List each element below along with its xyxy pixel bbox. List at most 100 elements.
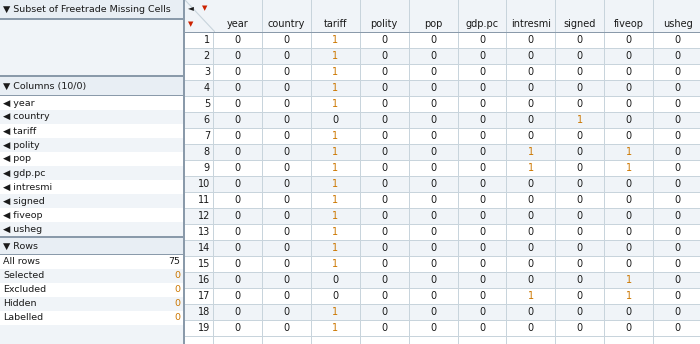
Text: ◀ usheg: ◀ usheg bbox=[3, 225, 42, 234]
Text: 0: 0 bbox=[381, 163, 387, 173]
Text: 0: 0 bbox=[577, 307, 583, 317]
Text: Hidden: Hidden bbox=[3, 300, 36, 309]
Text: 0: 0 bbox=[430, 67, 436, 77]
Text: 0: 0 bbox=[479, 259, 485, 269]
Text: usheg: usheg bbox=[663, 19, 692, 29]
Text: 0: 0 bbox=[381, 115, 387, 125]
Text: 0: 0 bbox=[284, 179, 289, 189]
Text: ▼ Rows: ▼ Rows bbox=[3, 241, 38, 250]
Text: 0: 0 bbox=[234, 51, 241, 61]
Text: 0: 0 bbox=[528, 243, 534, 253]
Text: 0: 0 bbox=[675, 99, 680, 109]
Text: 0: 0 bbox=[381, 51, 387, 61]
Text: 0: 0 bbox=[430, 195, 436, 205]
Text: 0: 0 bbox=[675, 131, 680, 141]
Text: 13: 13 bbox=[197, 227, 210, 237]
Text: 0: 0 bbox=[381, 83, 387, 93]
Text: 0: 0 bbox=[174, 271, 180, 280]
Text: 0: 0 bbox=[234, 307, 241, 317]
Text: 0: 0 bbox=[577, 227, 583, 237]
Text: 0: 0 bbox=[626, 307, 631, 317]
Text: 1: 1 bbox=[332, 179, 338, 189]
Text: 0: 0 bbox=[528, 211, 534, 221]
Text: ▼ Subset of Freetrade Missing Cells: ▼ Subset of Freetrade Missing Cells bbox=[3, 4, 171, 13]
Text: 0: 0 bbox=[528, 259, 534, 269]
Text: 0: 0 bbox=[284, 195, 289, 205]
Text: 6: 6 bbox=[204, 115, 210, 125]
Text: 0: 0 bbox=[626, 115, 631, 125]
Text: 1: 1 bbox=[577, 115, 583, 125]
Text: ◀ polity: ◀ polity bbox=[3, 140, 40, 150]
Text: 1: 1 bbox=[332, 131, 338, 141]
Text: 0: 0 bbox=[430, 243, 436, 253]
Text: 1: 1 bbox=[332, 99, 338, 109]
Text: 0: 0 bbox=[381, 67, 387, 77]
Text: 0: 0 bbox=[284, 147, 289, 157]
Text: 0: 0 bbox=[577, 147, 583, 157]
Text: 0: 0 bbox=[430, 83, 436, 93]
Text: 0: 0 bbox=[174, 286, 180, 294]
Text: 0: 0 bbox=[479, 163, 485, 173]
Text: 0: 0 bbox=[430, 163, 436, 173]
Text: 0: 0 bbox=[626, 227, 631, 237]
Text: tariff: tariff bbox=[323, 19, 347, 29]
Text: 0: 0 bbox=[479, 291, 485, 301]
Text: ◀ gdp.pc: ◀ gdp.pc bbox=[3, 169, 45, 178]
Text: 0: 0 bbox=[284, 259, 289, 269]
Text: 11: 11 bbox=[197, 195, 210, 205]
Text: 0: 0 bbox=[675, 259, 680, 269]
Text: 0: 0 bbox=[381, 131, 387, 141]
Text: 1: 1 bbox=[528, 163, 534, 173]
Text: 1: 1 bbox=[332, 163, 338, 173]
Text: 0: 0 bbox=[626, 131, 631, 141]
Text: 0: 0 bbox=[284, 99, 289, 109]
Text: 0: 0 bbox=[675, 115, 680, 125]
Text: 2: 2 bbox=[204, 51, 210, 61]
Text: 0: 0 bbox=[626, 83, 631, 93]
Text: 0: 0 bbox=[234, 179, 241, 189]
Text: 0: 0 bbox=[381, 307, 387, 317]
Text: 0: 0 bbox=[479, 227, 485, 237]
Text: 0: 0 bbox=[174, 313, 180, 323]
Text: 1: 1 bbox=[332, 51, 338, 61]
Text: 0: 0 bbox=[234, 99, 241, 109]
Text: 0: 0 bbox=[234, 83, 241, 93]
Text: 0: 0 bbox=[381, 35, 387, 45]
Text: intresmi: intresmi bbox=[511, 19, 551, 29]
Text: 0: 0 bbox=[430, 307, 436, 317]
Text: 0: 0 bbox=[479, 307, 485, 317]
Text: 0: 0 bbox=[479, 243, 485, 253]
Text: 0: 0 bbox=[430, 179, 436, 189]
Text: 1: 1 bbox=[332, 35, 338, 45]
Text: 1: 1 bbox=[332, 227, 338, 237]
Text: 0: 0 bbox=[381, 259, 387, 269]
Text: 0: 0 bbox=[528, 275, 534, 285]
Text: 1: 1 bbox=[332, 243, 338, 253]
Text: 0: 0 bbox=[675, 51, 680, 61]
Text: 0: 0 bbox=[284, 115, 289, 125]
Text: ▼: ▼ bbox=[202, 5, 207, 11]
Text: 0: 0 bbox=[479, 67, 485, 77]
Text: 0: 0 bbox=[479, 83, 485, 93]
Text: 0: 0 bbox=[234, 67, 241, 77]
Text: 0: 0 bbox=[234, 259, 241, 269]
Text: 1: 1 bbox=[332, 67, 338, 77]
Text: 0: 0 bbox=[626, 67, 631, 77]
Text: 0: 0 bbox=[332, 275, 338, 285]
Text: 0: 0 bbox=[234, 227, 241, 237]
Text: 0: 0 bbox=[528, 67, 534, 77]
Text: Labelled: Labelled bbox=[3, 313, 43, 323]
Text: 0: 0 bbox=[577, 67, 583, 77]
Text: 17: 17 bbox=[197, 291, 210, 301]
Text: 0: 0 bbox=[381, 147, 387, 157]
Text: 0: 0 bbox=[284, 67, 289, 77]
Text: ◀ fiveop: ◀ fiveop bbox=[3, 211, 43, 219]
Text: pop: pop bbox=[424, 19, 442, 29]
Text: 1: 1 bbox=[528, 147, 534, 157]
Text: 0: 0 bbox=[284, 51, 289, 61]
Text: 0: 0 bbox=[430, 259, 436, 269]
Text: 0: 0 bbox=[381, 211, 387, 221]
Text: 0: 0 bbox=[577, 131, 583, 141]
Text: 0: 0 bbox=[675, 83, 680, 93]
Text: 16: 16 bbox=[197, 275, 210, 285]
